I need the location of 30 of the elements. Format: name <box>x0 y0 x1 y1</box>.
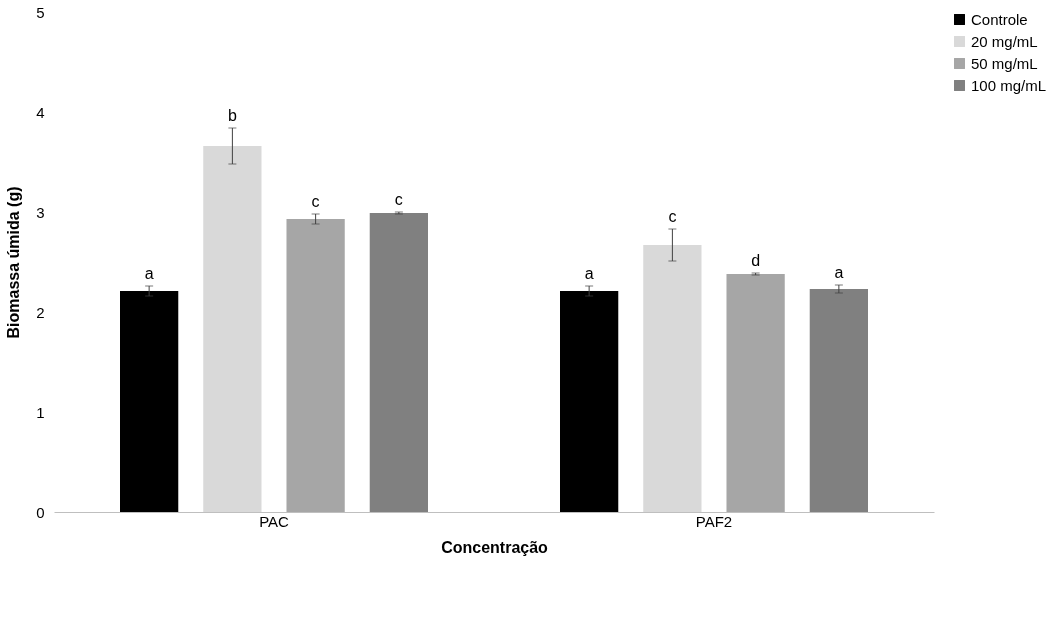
data-label: a <box>584 265 594 282</box>
y-tick-label: 3 <box>36 203 45 221</box>
bar <box>369 213 428 512</box>
y-tick-label: 4 <box>36 103 45 121</box>
legend-label: 100 mg/mL <box>971 76 1047 94</box>
legend-label: 50 mg/mL <box>971 54 1038 72</box>
legend-label: Controle <box>971 10 1028 28</box>
bar <box>560 291 619 512</box>
bar <box>120 291 179 512</box>
data-label: c <box>668 208 677 225</box>
bar <box>643 245 702 512</box>
x-tick-label: PAC <box>259 512 290 530</box>
y-tick-label: 0 <box>36 503 45 521</box>
y-tick-label: 5 <box>36 3 45 21</box>
bar <box>726 274 785 512</box>
x-tick-label: PAF2 <box>695 512 733 530</box>
bar <box>809 289 868 512</box>
data-label: b <box>227 107 237 124</box>
bar <box>203 146 262 512</box>
data-label: c <box>394 191 403 208</box>
data-label: a <box>144 265 154 282</box>
data-label: d <box>751 252 761 269</box>
y-axis-title: Biomassa úmida (g) <box>5 186 23 339</box>
y-tick-label: 2 <box>36 303 45 321</box>
y-tick-label: 1 <box>36 403 45 421</box>
legend-label: 20 mg/mL <box>971 32 1038 50</box>
x-axis-title: Concentração <box>441 538 549 556</box>
bar <box>286 219 345 512</box>
data-label: c <box>311 193 320 210</box>
data-label: a <box>834 264 844 281</box>
